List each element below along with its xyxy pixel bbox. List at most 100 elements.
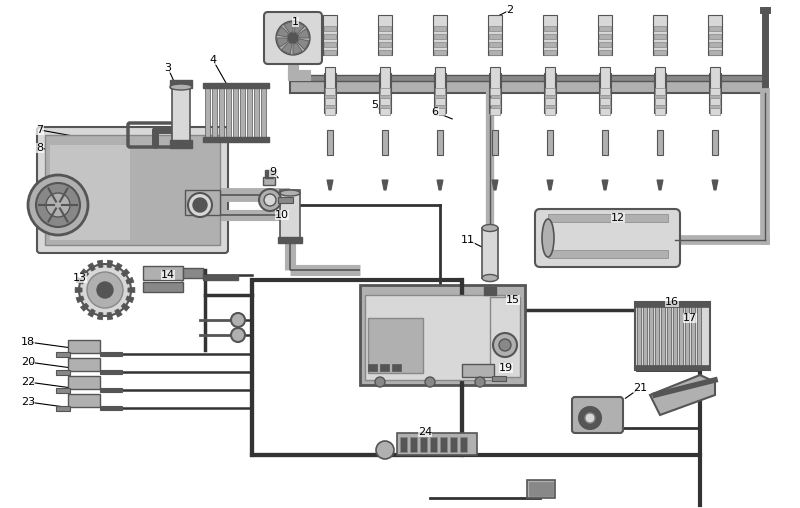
Bar xyxy=(544,50,556,55)
Bar xyxy=(545,108,555,115)
Ellipse shape xyxy=(542,219,554,257)
Polygon shape xyxy=(88,309,95,317)
Bar xyxy=(434,42,446,47)
Bar xyxy=(240,85,245,140)
Wedge shape xyxy=(284,22,293,33)
Bar xyxy=(183,268,203,278)
Circle shape xyxy=(87,272,123,308)
Bar xyxy=(50,145,130,240)
Bar xyxy=(712,130,718,155)
Bar xyxy=(252,280,462,455)
Bar xyxy=(324,42,336,47)
Bar xyxy=(380,88,390,95)
Text: 24: 24 xyxy=(418,427,432,437)
Bar xyxy=(100,388,122,392)
Polygon shape xyxy=(107,260,113,268)
Text: 13: 13 xyxy=(73,273,87,283)
Bar xyxy=(490,88,500,95)
Bar xyxy=(708,15,722,55)
Polygon shape xyxy=(81,303,89,311)
Wedge shape xyxy=(278,27,289,37)
Wedge shape xyxy=(294,22,304,34)
Bar xyxy=(709,73,721,113)
Text: 3: 3 xyxy=(165,63,171,73)
Text: 19: 19 xyxy=(499,363,513,373)
Bar xyxy=(654,26,666,31)
Bar xyxy=(380,364,389,371)
Bar xyxy=(489,26,501,31)
Bar xyxy=(254,85,259,140)
Circle shape xyxy=(288,33,298,43)
Bar xyxy=(543,15,557,55)
Bar xyxy=(482,228,498,278)
Circle shape xyxy=(264,194,276,206)
Text: 16: 16 xyxy=(665,297,679,307)
Bar xyxy=(527,480,555,498)
Bar xyxy=(709,50,721,55)
Bar xyxy=(673,305,677,367)
Bar xyxy=(368,364,377,371)
Bar xyxy=(203,83,269,88)
Bar xyxy=(437,130,443,155)
Polygon shape xyxy=(657,180,663,190)
Polygon shape xyxy=(76,277,84,284)
Bar xyxy=(635,302,710,370)
Bar xyxy=(324,73,336,113)
Bar xyxy=(280,190,300,240)
Text: 23: 23 xyxy=(21,397,35,407)
Polygon shape xyxy=(437,180,443,190)
Wedge shape xyxy=(277,38,288,47)
Bar xyxy=(599,73,611,113)
Polygon shape xyxy=(114,263,122,271)
Bar xyxy=(598,15,612,55)
Bar xyxy=(324,50,336,55)
Bar xyxy=(710,88,720,95)
Bar xyxy=(434,34,446,39)
Circle shape xyxy=(475,377,485,387)
Bar xyxy=(691,305,695,367)
Bar xyxy=(544,26,556,31)
Bar xyxy=(56,406,70,411)
FancyBboxPatch shape xyxy=(264,12,322,64)
Bar xyxy=(600,67,610,93)
Polygon shape xyxy=(602,180,608,190)
Bar xyxy=(325,67,335,93)
Bar xyxy=(488,15,502,55)
Circle shape xyxy=(28,175,88,235)
Bar xyxy=(379,42,391,47)
Polygon shape xyxy=(98,260,103,268)
Polygon shape xyxy=(492,180,498,190)
Bar xyxy=(655,108,665,115)
Circle shape xyxy=(375,377,385,387)
Bar xyxy=(697,305,701,367)
Polygon shape xyxy=(122,303,130,311)
Bar xyxy=(654,73,666,113)
Bar xyxy=(325,88,335,95)
Circle shape xyxy=(276,21,310,55)
Bar xyxy=(635,302,710,307)
Bar xyxy=(547,130,553,155)
Bar xyxy=(655,67,665,93)
Bar xyxy=(440,437,447,452)
Bar xyxy=(710,67,720,93)
FancyBboxPatch shape xyxy=(535,209,680,267)
Circle shape xyxy=(36,183,80,227)
Text: 10: 10 xyxy=(275,210,289,220)
Bar xyxy=(657,130,663,155)
Bar xyxy=(600,108,610,115)
Bar xyxy=(170,80,192,88)
Circle shape xyxy=(579,407,601,429)
Bar xyxy=(226,85,231,140)
Bar xyxy=(709,42,721,47)
FancyBboxPatch shape xyxy=(37,127,228,253)
Text: 9: 9 xyxy=(270,167,277,177)
Bar xyxy=(68,340,100,353)
Text: 8: 8 xyxy=(37,143,43,153)
Circle shape xyxy=(97,282,113,298)
Bar xyxy=(599,42,611,47)
Bar xyxy=(100,370,122,374)
Text: 20: 20 xyxy=(21,357,35,367)
Polygon shape xyxy=(382,180,388,190)
Bar xyxy=(635,365,710,370)
Text: 4: 4 xyxy=(210,55,217,65)
